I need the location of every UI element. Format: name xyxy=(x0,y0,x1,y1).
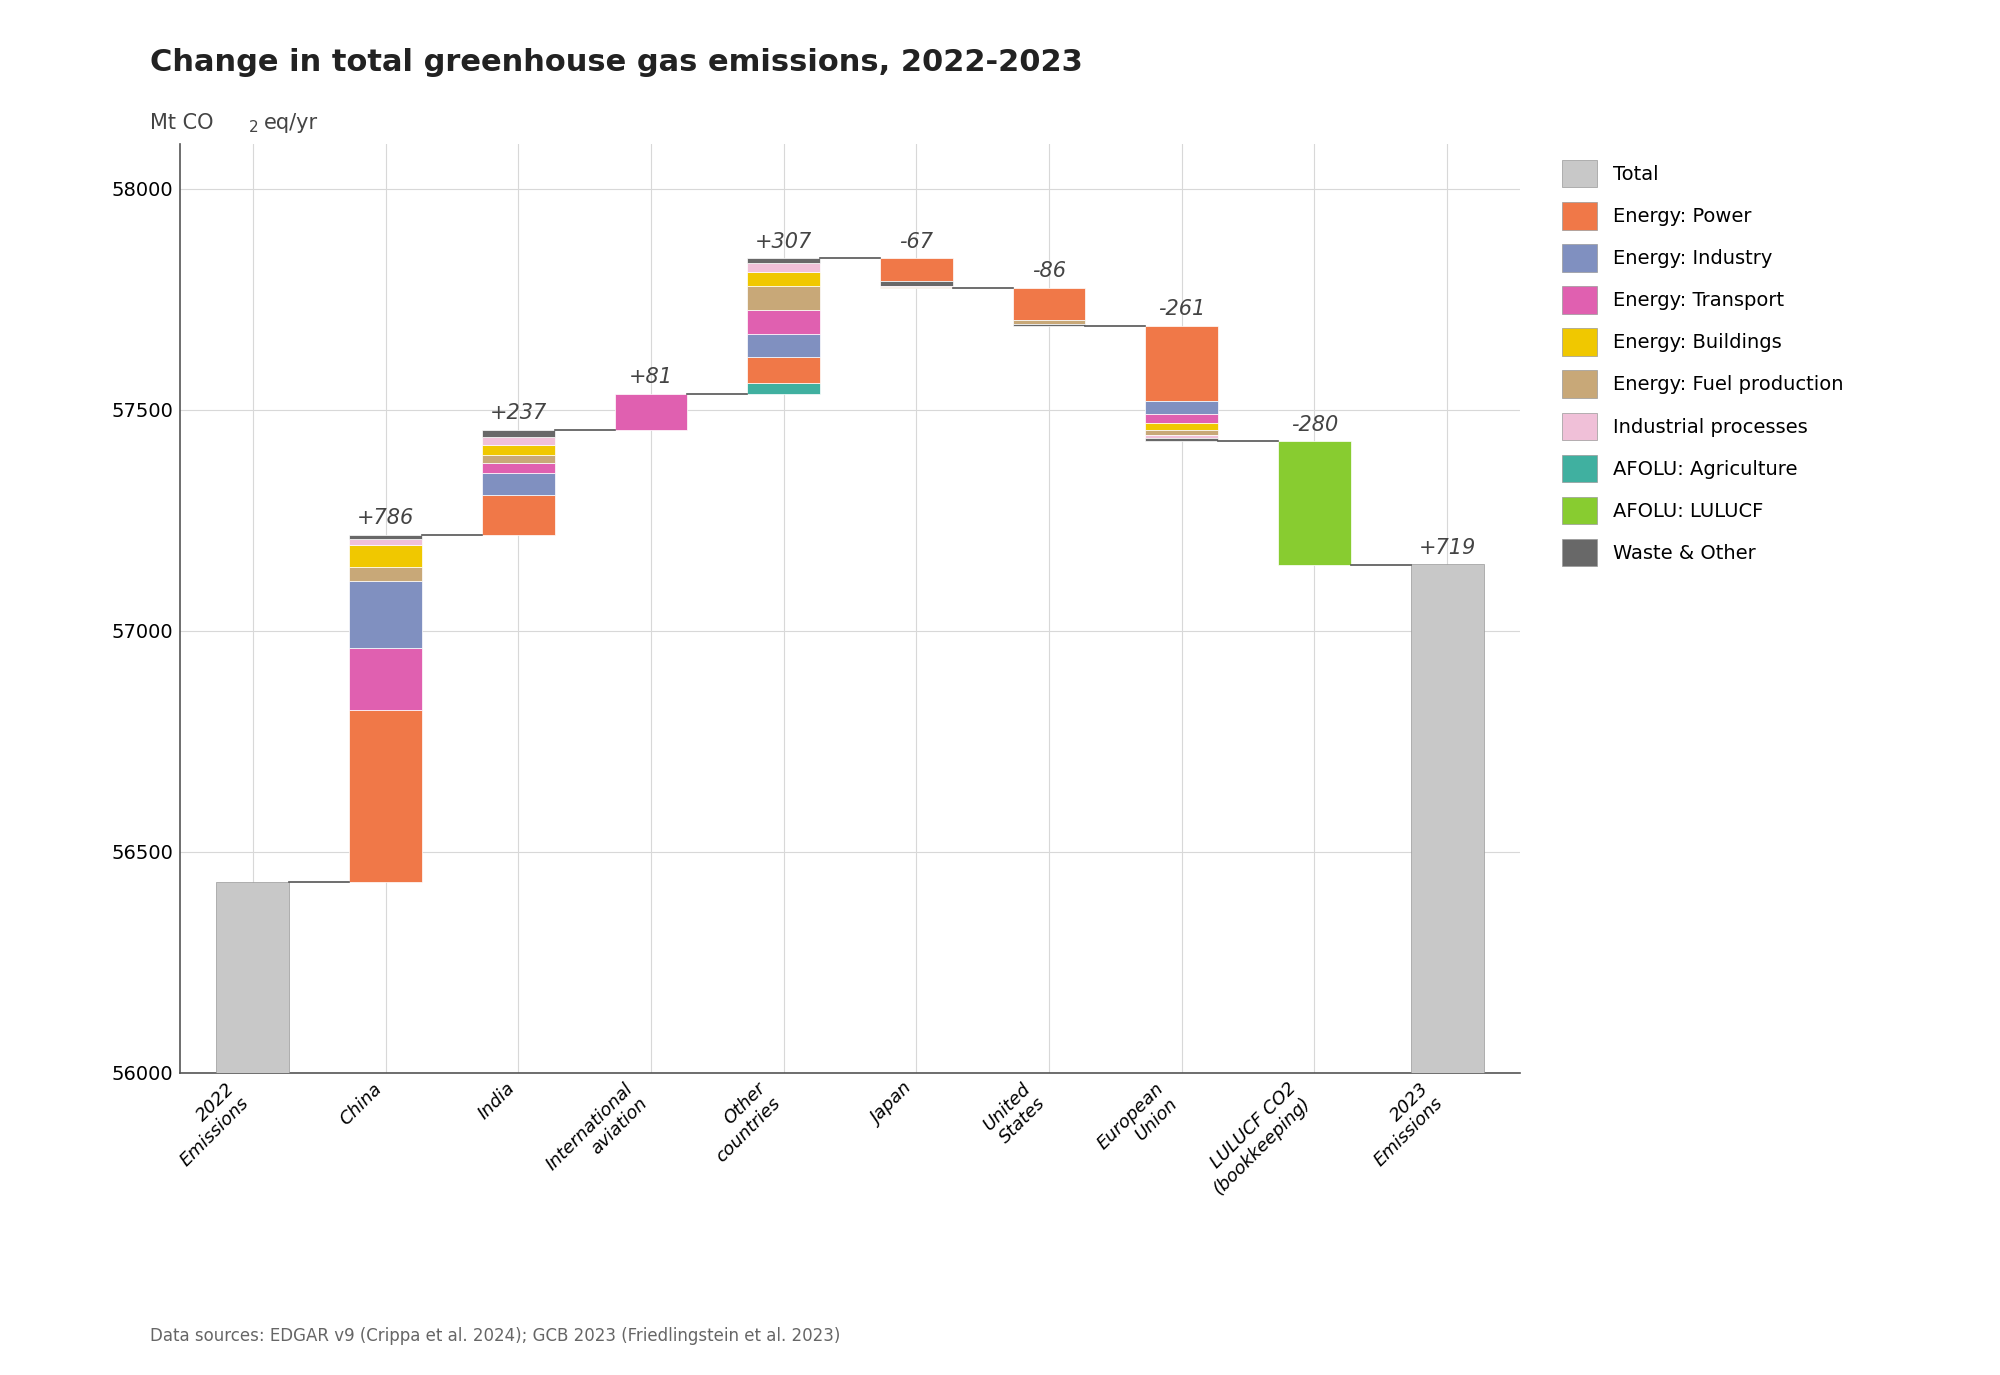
Bar xyxy=(350,539,422,546)
Text: 2: 2 xyxy=(248,120,258,135)
Bar xyxy=(350,535,422,539)
Bar xyxy=(350,582,422,648)
Bar xyxy=(1012,320,1086,324)
Text: -86: -86 xyxy=(1032,261,1066,282)
Bar xyxy=(350,546,422,568)
Bar xyxy=(1278,441,1350,565)
Bar xyxy=(1146,430,1218,434)
Text: eq/yr: eq/yr xyxy=(264,113,318,133)
Text: Data sources: EDGAR v9 (Crippa et al. 2024); GCB 2023 (Friedlingstein et al. 202: Data sources: EDGAR v9 (Crippa et al. 20… xyxy=(150,1327,840,1345)
Bar xyxy=(350,648,422,710)
Bar xyxy=(482,495,554,535)
Bar xyxy=(748,263,820,272)
Bar xyxy=(748,286,820,311)
Bar xyxy=(748,384,820,395)
Bar xyxy=(1012,287,1086,320)
Bar xyxy=(216,881,290,1072)
Text: -67: -67 xyxy=(900,232,934,252)
Text: +719: +719 xyxy=(1418,538,1476,558)
Bar xyxy=(482,455,554,463)
Bar xyxy=(350,710,422,881)
Text: +81: +81 xyxy=(628,367,672,388)
Bar xyxy=(614,395,688,430)
Bar xyxy=(1146,434,1218,439)
Text: Mt CO: Mt CO xyxy=(150,113,214,133)
Text: +307: +307 xyxy=(756,232,812,252)
Bar xyxy=(482,437,554,446)
Bar xyxy=(748,272,820,286)
Bar xyxy=(350,568,422,582)
Bar xyxy=(482,430,554,437)
Bar xyxy=(482,463,554,473)
Bar xyxy=(1012,324,1086,326)
Text: -261: -261 xyxy=(1158,300,1206,319)
Bar xyxy=(748,311,820,334)
Bar xyxy=(482,473,554,495)
Bar xyxy=(880,282,952,286)
Bar xyxy=(1410,564,1484,1072)
Legend: Total, Energy: Power, Energy: Industry, Energy: Transport, Energy: Buildings, En: Total, Energy: Power, Energy: Industry, … xyxy=(1556,154,1850,572)
Bar xyxy=(1146,402,1218,414)
Bar xyxy=(880,258,952,282)
Text: +237: +237 xyxy=(490,403,546,424)
Bar xyxy=(1146,414,1218,424)
Bar xyxy=(1146,439,1218,441)
Text: -280: -280 xyxy=(1290,415,1338,434)
Text: +786: +786 xyxy=(358,507,414,528)
Bar xyxy=(482,446,554,455)
Bar xyxy=(748,334,820,356)
Bar xyxy=(1146,424,1218,430)
Bar xyxy=(1146,326,1218,402)
Text: Change in total greenhouse gas emissions, 2022-2023: Change in total greenhouse gas emissions… xyxy=(150,48,1082,77)
Bar xyxy=(748,356,820,384)
Bar xyxy=(748,258,820,263)
